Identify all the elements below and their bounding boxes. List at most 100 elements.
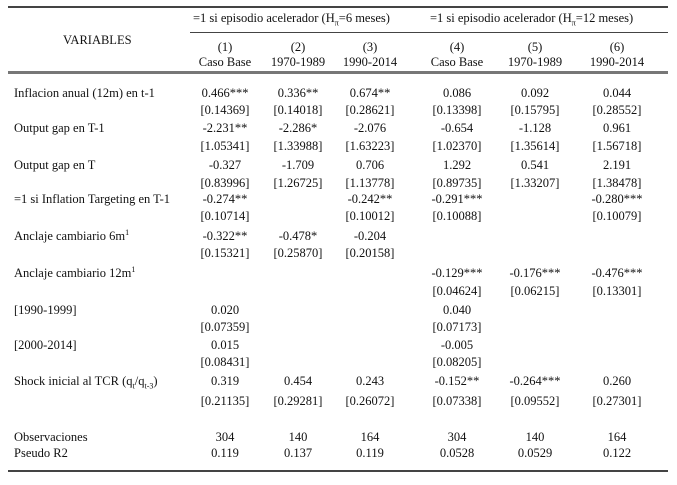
coefficient: -1.709 [281, 158, 315, 172]
row-label: =1 si Inflation Targeting en T-1 [14, 192, 170, 207]
coefficient: 0.243 [355, 374, 385, 388]
label-subscript: t-3 [144, 381, 154, 391]
standard-error: [1.35614] [510, 139, 560, 153]
coefficient: -0.005 [440, 338, 474, 352]
group-suffix: =6 meses) [338, 11, 390, 25]
standard-error: [0.21135] [200, 394, 250, 408]
standard-error: [0.09552] [510, 394, 560, 408]
coefficient: -0.291*** [431, 192, 483, 206]
standard-error: [0.10012] [345, 209, 395, 223]
label-text: [1990-1999] [14, 303, 77, 317]
group-rule [190, 32, 668, 33]
stat-value: 0.137 [283, 446, 313, 460]
coefficient: 0.020 [210, 303, 240, 317]
standard-error: [0.29281] [273, 394, 323, 408]
label-text: Anclaje cambiario 6m [14, 229, 126, 243]
coefficient: -0.264*** [509, 374, 561, 388]
standard-error: [0.14018] [273, 103, 323, 117]
column-label: 1990-2014 [342, 55, 398, 69]
standard-error: [0.10088] [432, 209, 482, 223]
row-label: Anclaje cambiario 6m1 [14, 228, 129, 244]
group-header-12m: =1 si episodio acelerador (Hπ=12 meses) [430, 11, 634, 28]
coefficient: 0.336** [277, 86, 319, 100]
standard-error: [0.15795] [510, 103, 560, 117]
stat-label: Pseudo R2 [14, 446, 68, 460]
group-prefix: =1 si episodio acelerador (H [193, 11, 335, 25]
standard-error: [0.28552] [592, 103, 642, 117]
standard-error: [0.83996] [200, 176, 250, 190]
coefficient: -0.274** [202, 192, 248, 206]
label-text: Inflacion anual (12m) en t-1 [14, 86, 155, 100]
column-label: 1970-1989 [270, 55, 326, 69]
standard-error: [0.07359] [200, 320, 250, 334]
label-text: ) [153, 374, 158, 388]
group-sub: π [571, 18, 576, 28]
standard-error: [0.07338] [432, 394, 482, 408]
header-rule [8, 71, 668, 74]
coefficient: 0.706 [355, 158, 385, 172]
standard-error: [0.08431] [200, 355, 250, 369]
label-text: Shock inicial al TCR (q [14, 374, 133, 388]
coefficient: -0.478* [278, 229, 318, 243]
standard-error: [0.28621] [345, 103, 395, 117]
coefficient: 1.292 [442, 158, 472, 172]
standard-error: [1.33988] [273, 139, 323, 153]
coefficient: 2.191 [602, 158, 632, 172]
stat-value: 0.0528 [439, 446, 475, 460]
label-text: Output gap en T-1 [14, 121, 105, 135]
group-prefix: =1 si episodio acelerador (H [430, 11, 572, 25]
coefficient: 0.040 [442, 303, 472, 317]
standard-error: [0.14369] [200, 103, 250, 117]
column-number: (5) [527, 40, 543, 54]
standard-error: [0.07173] [432, 320, 482, 334]
standard-error: [0.20158] [345, 246, 395, 260]
stat-value: 304 [215, 430, 235, 444]
group-suffix: =12 meses) [575, 11, 634, 25]
coefficient: -0.327 [208, 158, 242, 172]
coefficient: 0.674** [349, 86, 391, 100]
coefficient: -0.322** [202, 229, 248, 243]
standard-error: [1.63223] [345, 139, 395, 153]
column-number: (4) [449, 40, 465, 54]
column-label: Caso Base [198, 55, 252, 69]
standard-error: [1.33207] [510, 176, 560, 190]
standard-error: [0.04624] [432, 284, 482, 298]
column-number: (3) [362, 40, 378, 54]
standard-error: [0.27301] [592, 394, 642, 408]
label-text: Anclaje cambiario 12m [14, 266, 132, 280]
stat-label: Observaciones [14, 430, 88, 444]
column-number: (1) [217, 40, 233, 54]
coefficient: -2.076 [353, 121, 387, 135]
standard-error: [0.08205] [432, 355, 482, 369]
coefficient: -0.476*** [591, 266, 643, 280]
stat-value: 164 [360, 430, 380, 444]
coefficient: -2.231** [202, 121, 248, 135]
standard-error: [0.26072] [345, 394, 395, 408]
label-superscript: 1 [131, 264, 136, 274]
top-rule [8, 6, 668, 8]
standard-error: [1.05341] [200, 139, 250, 153]
stat-value: 140 [525, 430, 545, 444]
standard-error: [1.38478] [592, 176, 642, 190]
stat-value: 0.0529 [517, 446, 553, 460]
standard-error: [0.06215] [510, 284, 560, 298]
row-label: [2000-2014] [14, 338, 77, 353]
standard-error: [0.10714] [200, 209, 250, 223]
standard-error: [0.13301] [592, 284, 642, 298]
coefficient: 0.086 [442, 86, 472, 100]
coefficient: 0.015 [210, 338, 240, 352]
variables-header: VARIABLES [63, 33, 132, 47]
standard-error: [0.13398] [432, 103, 482, 117]
stat-value: 0.119 [211, 446, 239, 460]
column-label: 1990-2014 [589, 55, 645, 69]
column-number: (2) [290, 40, 306, 54]
group-header-6m: =1 si episodio acelerador (Hπ=6 meses) [193, 11, 390, 27]
coefficient: -0.280*** [591, 192, 643, 206]
coefficient: 0.044 [602, 86, 632, 100]
standard-error: [1.26725] [273, 176, 323, 190]
coefficient: 0.541 [520, 158, 550, 172]
coefficient: 0.319 [210, 374, 240, 388]
row-label: Inflacion anual (12m) en t-1 [14, 86, 155, 101]
label-subscript: t [132, 381, 135, 391]
label-text: [2000-2014] [14, 338, 77, 352]
